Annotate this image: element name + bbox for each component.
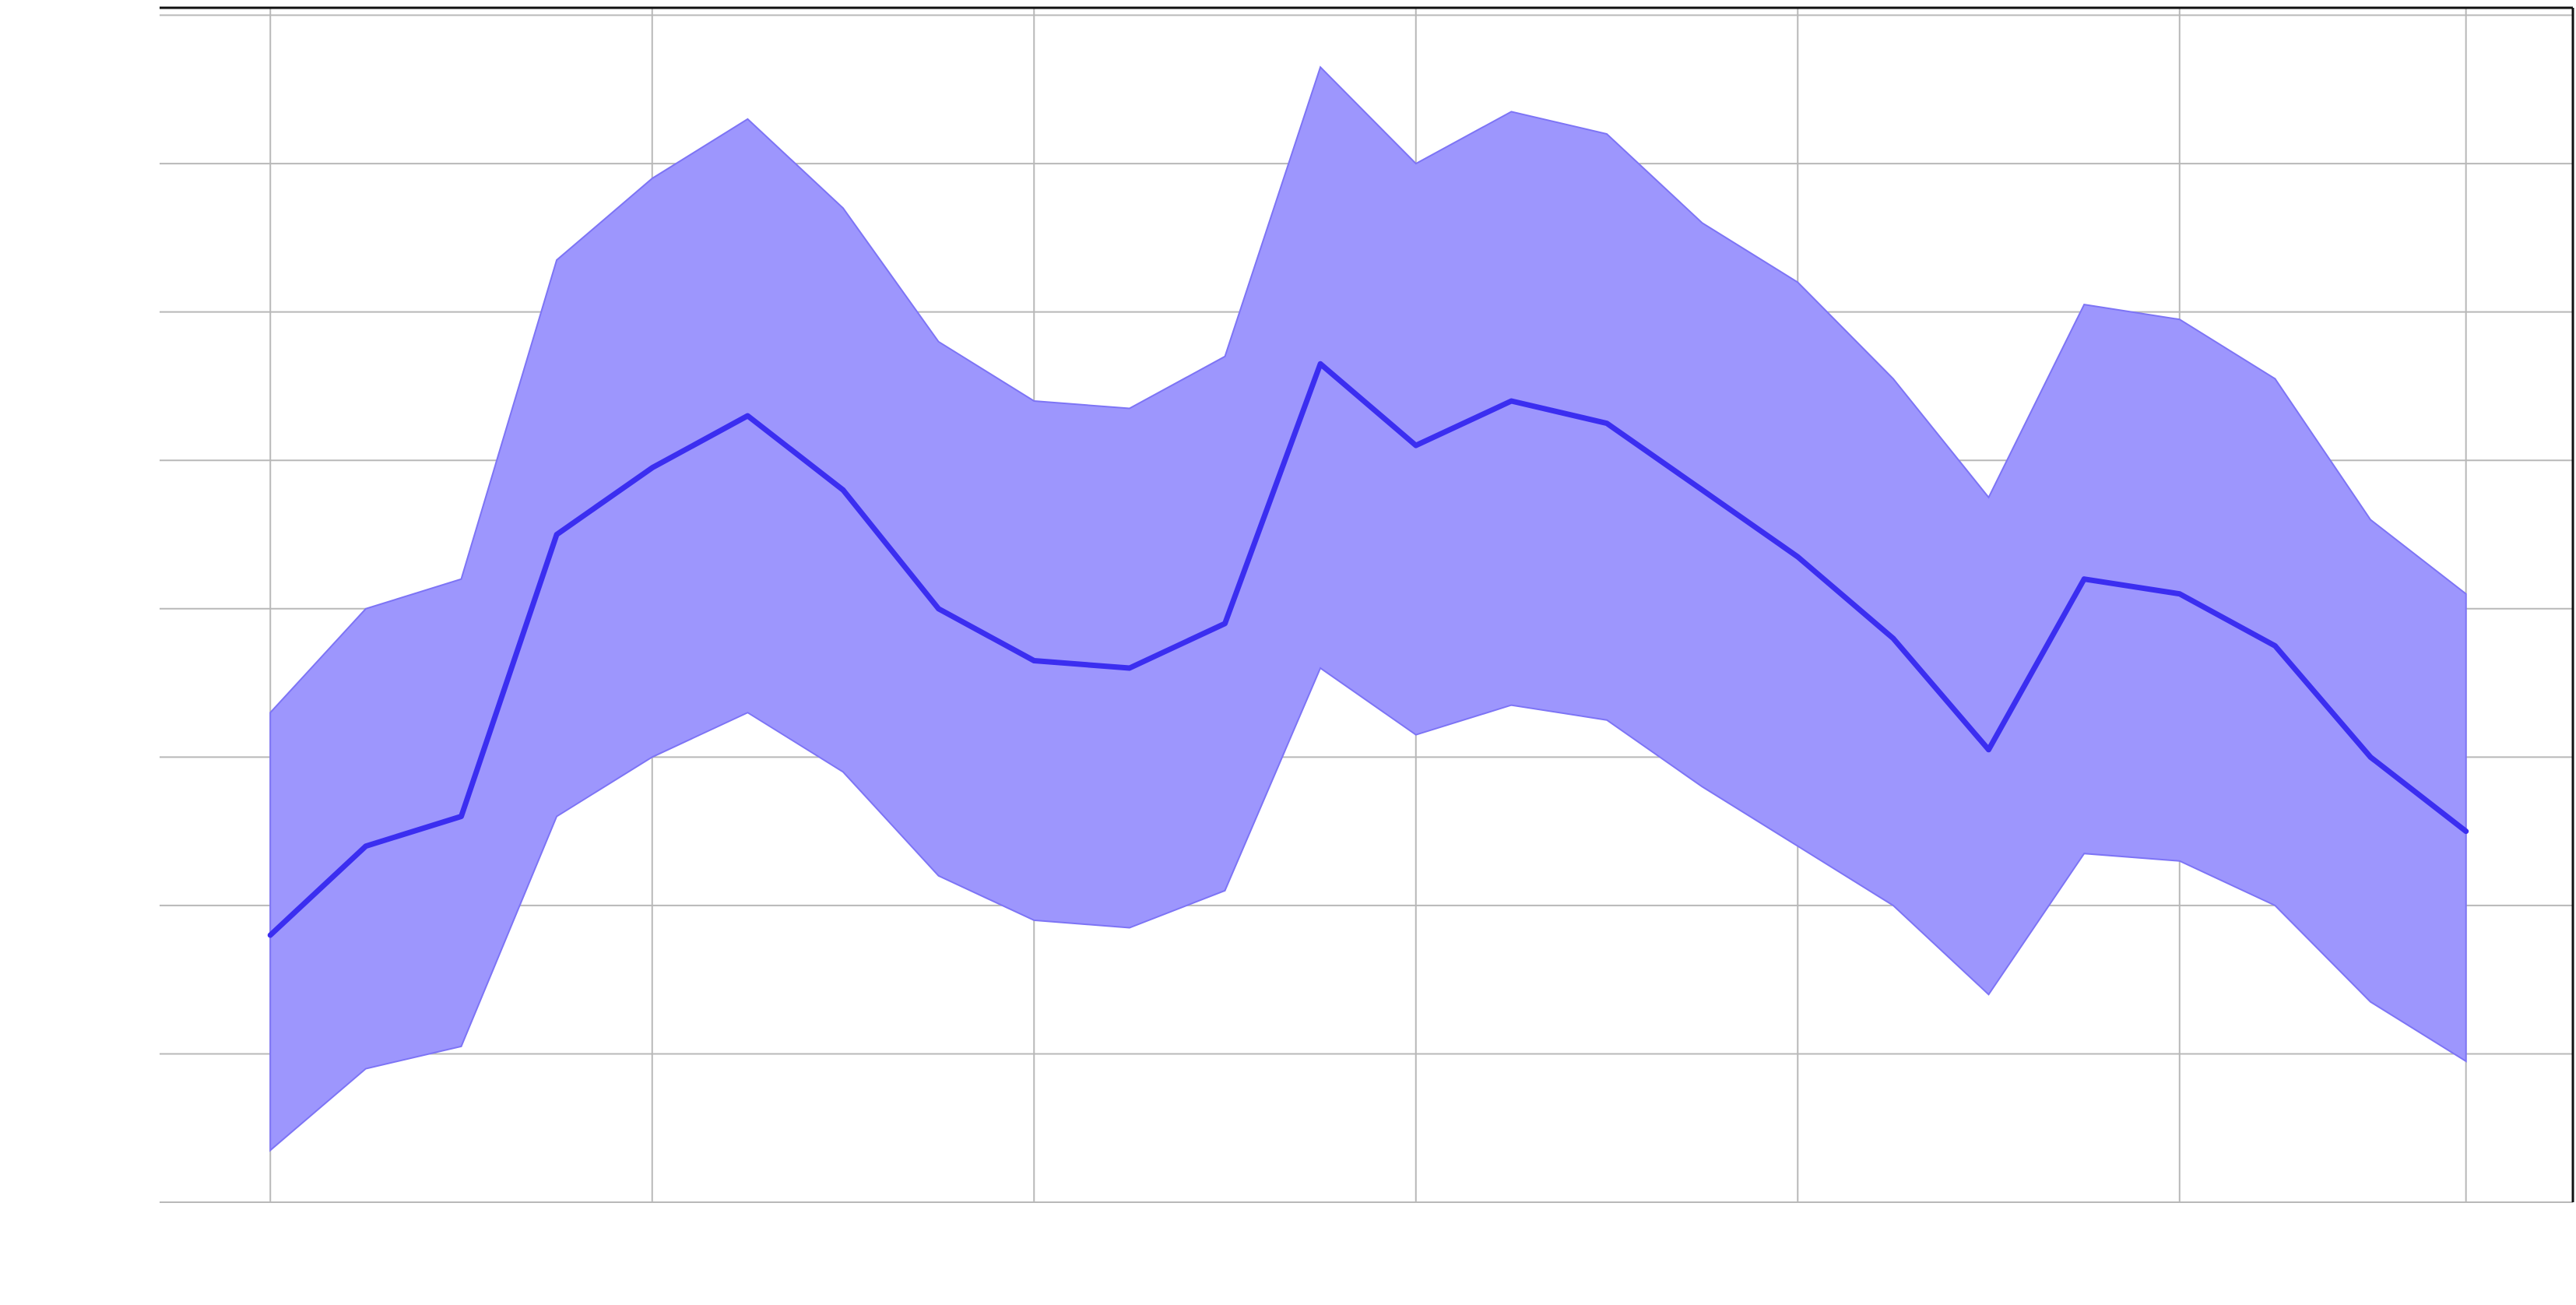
plot-frame (160, 6, 2574, 1202)
mean-series (267, 361, 2469, 938)
confidence-band (269, 65, 2467, 1152)
mean-line (267, 361, 2469, 938)
band-area (269, 65, 2467, 1152)
